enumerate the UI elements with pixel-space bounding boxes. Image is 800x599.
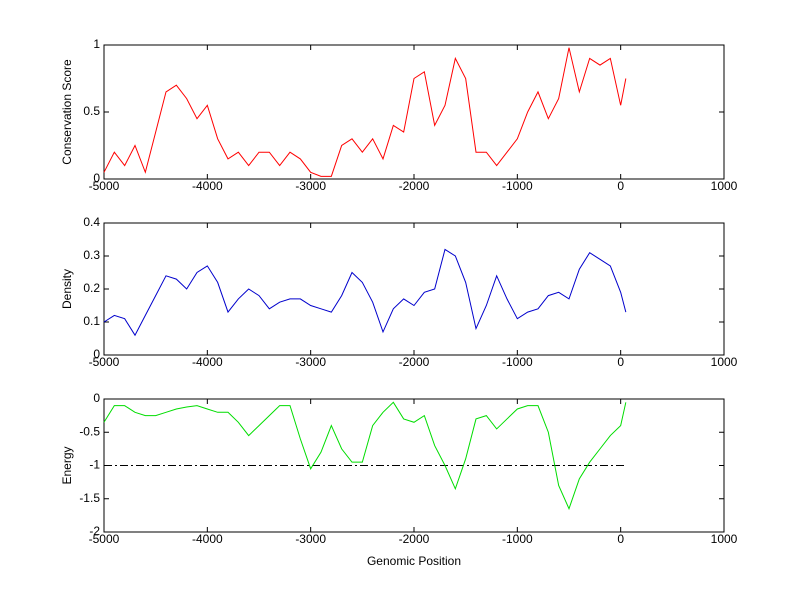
y-tick-label: 0: [93, 171, 100, 185]
y-tick-label: 1: [93, 37, 100, 51]
x-tick-label: -3000: [295, 532, 326, 546]
x-tick-label: -5000: [89, 355, 120, 369]
x-tick-label: 1000: [711, 179, 738, 193]
y-tick-label: -2: [89, 524, 100, 538]
x-tick-label: -3000: [295, 179, 326, 193]
x-axis-label: Genomic Position: [367, 554, 461, 568]
x-tick-label: -2000: [399, 532, 430, 546]
y-tick-label: 0.4: [83, 215, 100, 229]
x-tick-label: 0: [617, 532, 624, 546]
data-line: [103, 248, 627, 337]
y-tick-label: 0.2: [83, 281, 100, 295]
y-tick-label: 0: [93, 347, 100, 361]
x-tick-label: -3000: [295, 355, 326, 369]
y-tick-label: 0.5: [83, 104, 100, 118]
y-tick-label: -0.5: [79, 424, 100, 438]
x-tick-label: 1000: [711, 532, 738, 546]
x-tick-label: 0: [617, 179, 624, 193]
y-tick-label: 0: [93, 391, 100, 405]
x-tick-label: -5000: [89, 532, 120, 546]
x-tick-label: -5000: [89, 179, 120, 193]
data-line: [103, 47, 627, 177]
plot-area: [103, 44, 725, 180]
x-tick-label: 0: [617, 355, 624, 369]
x-tick-label: 1000: [711, 355, 738, 369]
x-tick-label: -1000: [502, 179, 533, 193]
y-tick-label: 0.1: [83, 314, 100, 328]
plot-area: [103, 222, 725, 356]
x-tick-label: -4000: [192, 532, 223, 546]
y-tick-label: -1: [89, 458, 100, 472]
x-tick-label: -1000: [502, 355, 533, 369]
data-line: [103, 401, 627, 511]
x-tick-label: -2000: [399, 179, 430, 193]
y-tick-label: 0.3: [83, 248, 100, 262]
y-tick-label: -1.5: [79, 491, 100, 505]
y-axis-label: Energy: [60, 446, 74, 484]
x-tick-label: -1000: [502, 532, 533, 546]
y-axis-label: Conservation Score: [60, 59, 74, 165]
x-tick-label: -2000: [399, 355, 430, 369]
x-tick-label: -4000: [192, 355, 223, 369]
y-axis-label: Density: [60, 269, 74, 309]
x-tick-label: -4000: [192, 179, 223, 193]
